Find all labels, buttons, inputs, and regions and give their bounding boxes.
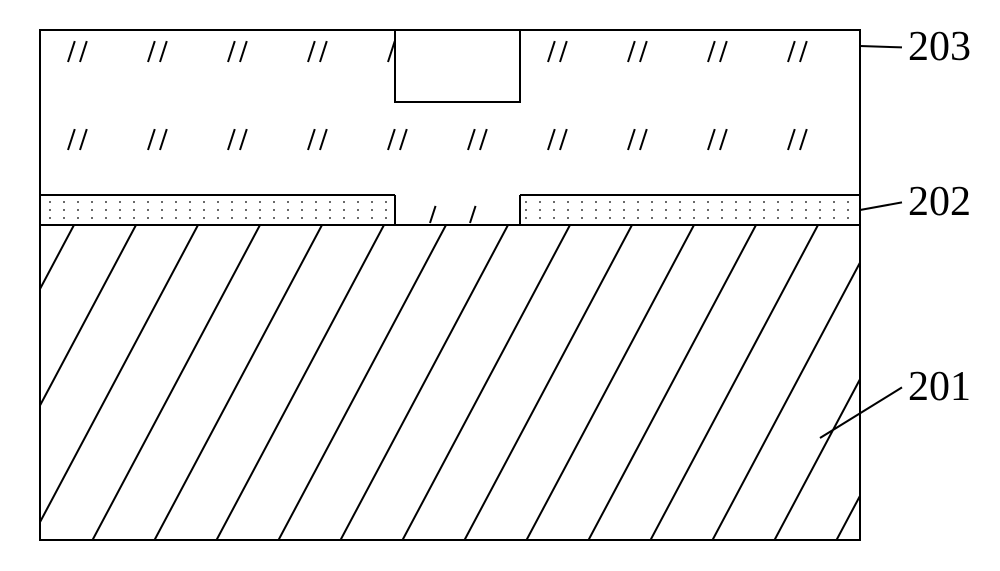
layer-203 bbox=[68, 41, 807, 150]
layer-201 bbox=[0, 0, 1000, 571]
labels: 203 202 201 bbox=[820, 24, 971, 438]
outlines bbox=[40, 30, 860, 540]
cross-section-diagram: 203 202 201 bbox=[0, 0, 1000, 571]
layer-202 bbox=[49, 201, 849, 219]
label-202: 202 bbox=[908, 179, 971, 225]
gap-ticks bbox=[430, 206, 476, 223]
label-201: 201 bbox=[908, 364, 971, 410]
label-203: 203 bbox=[908, 24, 971, 70]
